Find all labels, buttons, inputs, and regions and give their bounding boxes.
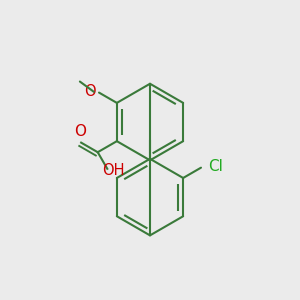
Text: O: O <box>74 124 86 139</box>
Text: Cl: Cl <box>208 159 223 174</box>
Text: O: O <box>84 84 96 99</box>
Text: OH: OH <box>103 163 125 178</box>
